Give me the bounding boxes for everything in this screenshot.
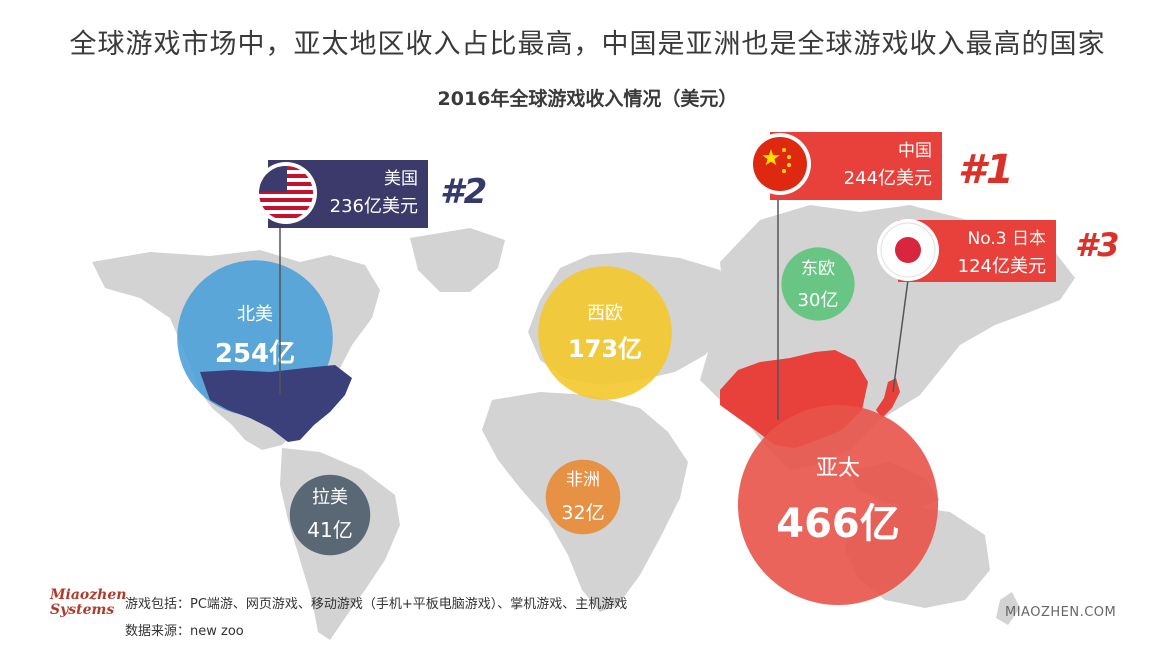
bubble-name-af: 非洲 — [566, 470, 600, 490]
source-note: 数据来源：new zoo — [125, 624, 244, 639]
bubble-value-na: 254亿 — [215, 339, 295, 369]
bubble-eeu: 东欧 30亿 — [781, 247, 855, 321]
bubble-name-apac: 亚太 — [816, 456, 860, 481]
jp-leader-line — [892, 279, 909, 393]
rank-label-us: #2 — [440, 172, 487, 212]
usa-highlight — [200, 365, 352, 442]
bubble-name-na: 北美 — [237, 304, 273, 325]
tag-name-jp: No.3 日本 — [968, 229, 1046, 249]
bubble-name-weu: 西欧 — [587, 303, 623, 324]
country-tags: 中国 244亿美元 #1 美国 236亿美元 #2 No.3 日本 124亿美元 #3 — [255, 132, 1120, 282]
country-tag-jp: No.3 日本 124亿美元 #3 — [877, 219, 1120, 282]
scope-note: 游戏包括：PC端游、网页游戏、移动游戏（手机+平板电脑游戏）、掌机游戏、主机游戏 — [125, 597, 628, 612]
bubble-circle-eeu — [781, 247, 855, 321]
bubble-value-weu: 173亿 — [568, 335, 642, 363]
bubble-name-eeu: 东欧 — [801, 259, 835, 279]
cn-flag-icon — [753, 137, 807, 191]
bubble-circle-weu — [538, 266, 672, 400]
watermark: MIAOZHEN.COM — [1005, 605, 1117, 620]
tag-value-cn: 244亿美元 — [844, 168, 932, 189]
chart-subtitle: 2016年全球游戏收入情况（美元） — [437, 88, 738, 110]
bubble-latam: 拉美 41亿 — [289, 474, 371, 556]
rank-label-jp: #3 — [1075, 226, 1120, 264]
tag-value-jp: 124亿美元 — [958, 256, 1046, 277]
us-flag-icon — [259, 166, 313, 220]
bubble-value-latam: 41亿 — [307, 518, 352, 542]
tag-name-cn: 中国 — [898, 141, 932, 161]
land-new-zealand — [996, 592, 1020, 625]
bubble-circle-apac — [737, 404, 939, 606]
land-greenland — [410, 228, 505, 292]
bubble-value-apac: 466亿 — [776, 501, 900, 547]
bubble-value-eeu: 30亿 — [798, 290, 839, 311]
jp-flag-icon — [880, 222, 936, 278]
bubble-apac: 亚太 466亿 — [737, 404, 939, 606]
tag-value-us: 236亿美元 — [330, 196, 418, 217]
tag-name-us: 美国 — [384, 169, 418, 189]
country-tag-cn: 中国 244亿美元 #1 — [749, 132, 1014, 200]
bubble-name-latam: 拉美 — [312, 487, 348, 508]
page-title: 全球游戏市场中，亚太地区收入占比最高，中国是亚洲也是全球游戏收入最高的国家 — [69, 29, 1106, 60]
country-tag-us: 美国 236亿美元 #2 — [255, 160, 487, 228]
bubble-weu: 西欧 173亿 — [538, 266, 672, 400]
bubble-circle-latam — [289, 474, 371, 556]
miaozhen-logo: Miaozhen Systems — [50, 587, 127, 618]
bubble-circle-af — [545, 459, 621, 535]
rank-label-cn: #1 — [958, 147, 1014, 193]
bubble-value-af: 32亿 — [561, 502, 604, 524]
bubble-af: 非洲 32亿 — [545, 459, 621, 535]
